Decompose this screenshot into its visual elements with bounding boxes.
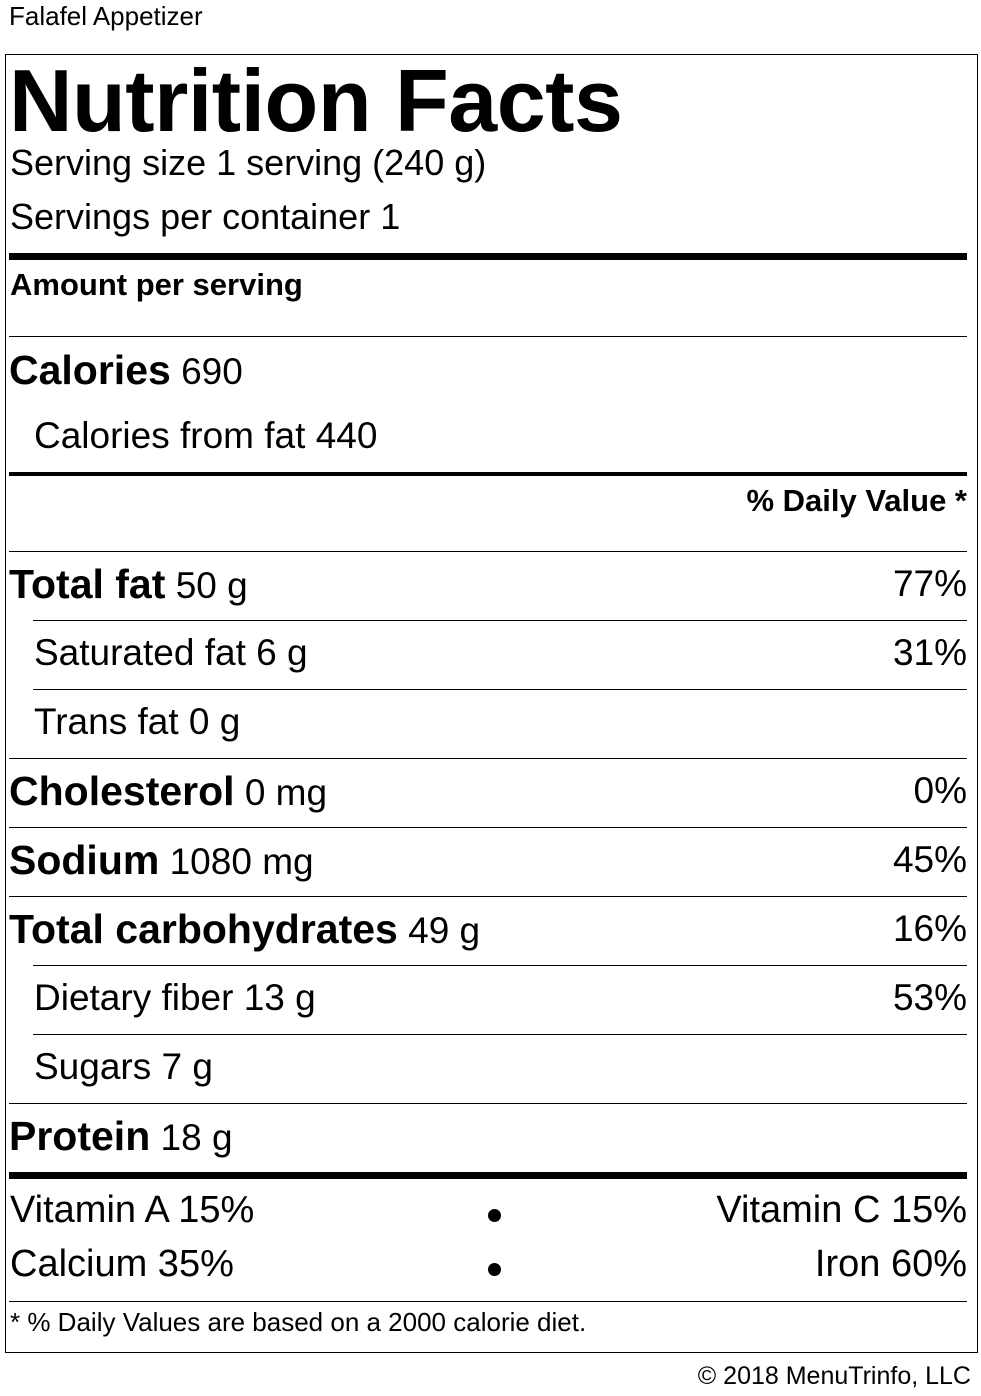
vitamin-right: Iron 60% [814,1243,967,1285]
divider [9,1301,967,1302]
product-name: Falafel Appetizer [9,1,203,31]
nutrient-row-trans-fat: Trans fat 0 g [9,697,967,747]
amount-per-serving: Amount per serving [10,267,303,302]
nutrient-dv: 16% [892,908,967,949]
panel-title: Nutrition Facts [9,51,623,150]
nutrient-name: Dietary fiber [34,977,234,1018]
divider [9,551,967,552]
vitamin-row: Calcium 35% Iron 60% [9,1239,967,1289]
nutrient-amount: 18 g [160,1117,233,1158]
divider-thick [9,1172,967,1179]
divider-thick [9,253,967,260]
divider [33,620,967,621]
nutrient-name: Saturated fat [34,632,246,673]
footnote: * % Daily Values are based on a 2000 cal… [10,1307,587,1337]
nutrient-amount: 13 g [243,977,316,1018]
nutrient-dv: 31% [892,632,967,673]
nutrient-name: Sodium [9,837,160,883]
calories-from-fat-row: Calories from fat 440 [9,411,967,461]
nutrient-row-cholesterol: Cholesterol 0 mg 0% [9,766,967,816]
nutrient-row-total-fat: Total fat 50 g 77% [9,559,967,609]
nutrient-row-protein: Protein 18 g [9,1111,967,1161]
nutrient-dv: 45% [892,839,967,880]
divider-medium [9,472,967,476]
nutrient-name: Trans fat [34,701,179,742]
bullet-icon [488,1209,501,1222]
nutrient-row-saturated-fat: Saturated fat 6 g 31% [9,628,967,678]
divider [33,965,967,966]
nutrient-row-sodium: Sodium 1080 mg 45% [9,835,967,885]
nutrient-dv: 53% [892,977,967,1018]
nutrient-amount: 0 g [188,701,241,742]
nutrient-row-sugars: Sugars 7 g [9,1042,967,1092]
nutrient-amount: 6 g [256,632,308,673]
divider [9,336,967,337]
nutrient-amount: 1080 mg [169,841,314,882]
nutrient-amount: 49 g [408,910,481,951]
vitamin-left: Vitamin A 15% [10,1189,255,1231]
nutrient-name: Cholesterol [9,768,235,814]
vitamin-left: Calcium 35% [10,1243,234,1285]
serving-size: Serving size 1 serving (240 g) [10,142,487,183]
nutrient-dv: 77% [892,563,967,604]
nutrient-amount: 7 g [161,1046,213,1087]
divider [9,827,967,828]
servings-per-container: Servings per container 1 [10,196,401,237]
nutrient-name: Total fat [9,561,166,607]
calories-row: Calories 690 [9,345,967,395]
nutrient-dv: 0% [913,770,967,811]
vitamin-right: Vitamin C 15% [716,1189,967,1231]
divider [9,758,967,759]
calories-from-fat: Calories from fat 440 [34,415,378,456]
calories-value: 690 [181,351,243,392]
daily-value-header: % Daily Value * [746,483,967,518]
divider [33,689,967,690]
divider [9,896,967,897]
nutrient-row-total-carbohydrates: Total carbohydrates 49 g 16% [9,904,967,954]
calories-label: Calories [9,347,171,393]
nutrient-row-dietary-fiber: Dietary fiber 13 g 53% [9,973,967,1023]
divider [9,1103,967,1104]
nutrient-name: Sugars [34,1046,152,1087]
nutrition-facts-panel: Nutrition Facts Serving size 1 serving (… [5,51,978,1353]
divider [33,1034,967,1035]
nutrient-name: Protein [9,1113,151,1159]
bullet-icon [488,1263,501,1276]
nutrient-name: Total carbohydrates [9,906,398,952]
nutrient-amount: 0 mg [244,772,328,813]
copyright: © 2018 MenuTrinfo, LLC [697,1362,971,1390]
nutrient-amount: 50 g [175,565,248,606]
vitamin-row: Vitamin A 15% Vitamin C 15% [9,1185,967,1235]
